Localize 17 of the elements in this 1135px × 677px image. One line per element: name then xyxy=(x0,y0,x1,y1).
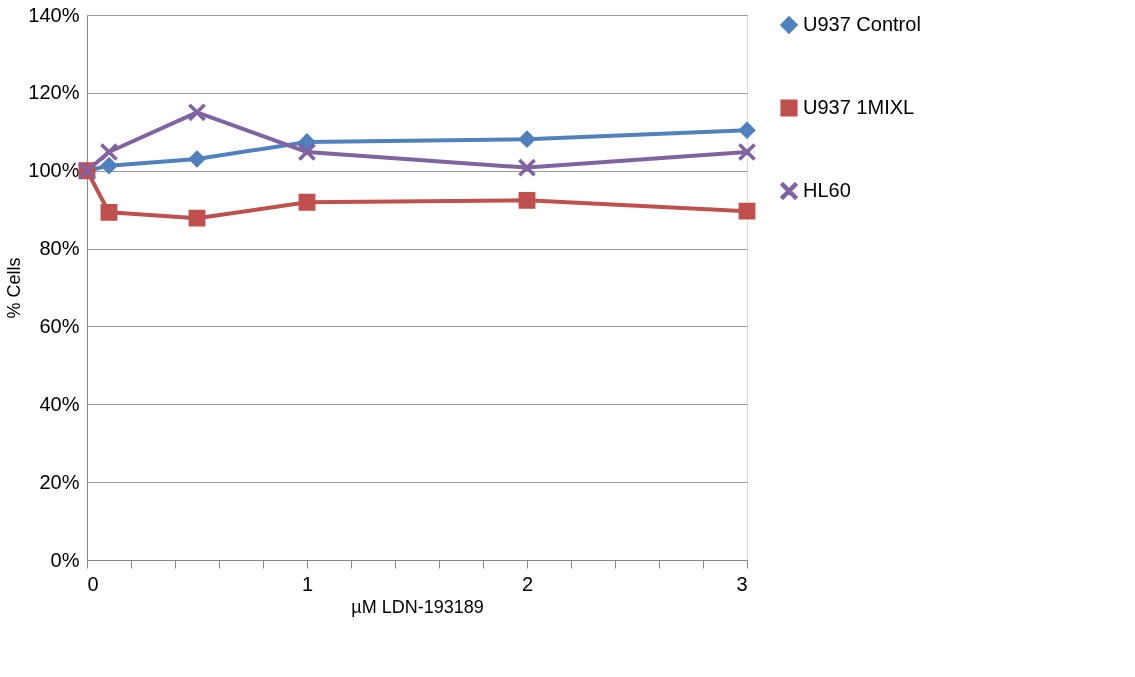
legend-label: HL60 xyxy=(803,179,851,201)
x-tick-label: 3 xyxy=(736,572,748,595)
y-axis-title: % Cells xyxy=(4,257,25,319)
legend-label: U937 1MIXL xyxy=(803,96,915,118)
y-tick-label: 60% xyxy=(39,314,80,337)
y-tick-label: 100% xyxy=(28,159,80,182)
y-tick-label: 40% xyxy=(39,392,80,415)
x-tick-label: 2 xyxy=(521,572,534,595)
y-tick-label: 80% xyxy=(39,237,80,260)
x-tick-label: 0 xyxy=(87,572,99,595)
y-tick-label: 20% xyxy=(39,470,80,493)
x-tick-label: 1 xyxy=(301,572,314,595)
y-tick-label: 120% xyxy=(28,81,80,104)
x-axis-title: µM LDN-193189 xyxy=(351,596,484,617)
y-tick-label: 0% xyxy=(50,548,80,571)
y-tick-label: 140% xyxy=(28,3,80,26)
legend-label: U937 Control xyxy=(803,13,921,35)
